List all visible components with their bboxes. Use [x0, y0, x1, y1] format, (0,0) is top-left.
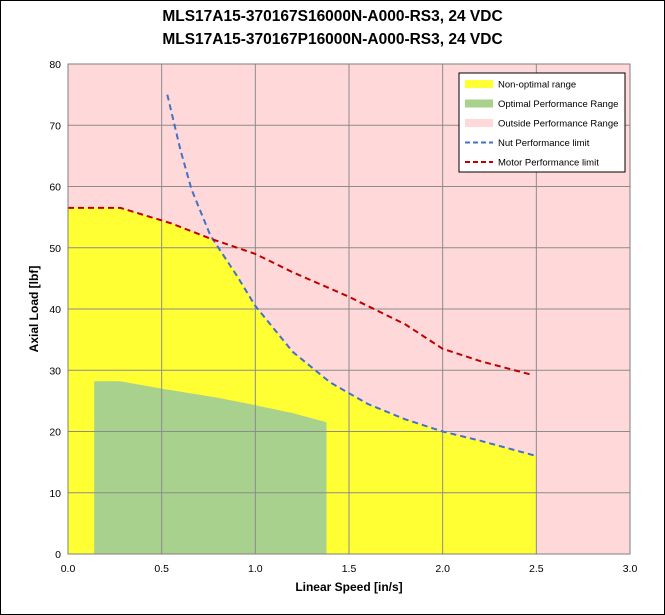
area-1	[94, 381, 327, 554]
legend-label: Nut Performance limit	[498, 138, 590, 149]
plot-border	[67, 63, 631, 555]
y-tick-label: 80	[49, 59, 61, 71]
y-tick-label: 30	[49, 365, 61, 377]
legend-swatch	[465, 99, 493, 108]
y-tick-label: 40	[49, 304, 61, 316]
legend: Non-optimal range Optimal Performance Ran…	[458, 72, 626, 173]
y-axis-label: Axial Load [lbf]	[27, 266, 41, 353]
legend-label: Outside Performance Range	[498, 119, 618, 130]
y-tick-label: 50	[49, 243, 61, 255]
y-tick-label: 0	[55, 549, 61, 561]
x-tick-label: 3.0	[623, 563, 638, 575]
x-tick-label: 1.5	[342, 563, 357, 575]
legend-swatch	[465, 119, 493, 127]
chart-subtitle: MLS17A15-370167P16000N-A000-RS3, 24 VDC	[162, 31, 503, 48]
x-tick-label: 0.0	[61, 563, 76, 575]
chart-title: MLS17A15-370167S16000N-A000-RS3, 24 VDC	[162, 8, 503, 25]
y-tick-label: 60	[49, 182, 61, 194]
line-series-0	[166, 94, 537, 457]
legend-label: Non-optimal range	[498, 80, 576, 91]
x-tick-label: 1.0	[248, 563, 263, 575]
x-tick-label: 2.0	[435, 563, 450, 575]
x-axis-label: Linear Speed [in/s]	[295, 580, 402, 594]
legend-swatch	[465, 80, 493, 88]
legend-label: Optimal Performance Range	[498, 99, 618, 110]
y-tick-label: 20	[49, 427, 61, 439]
y-tick-label: 10	[49, 488, 61, 500]
y-tick-label: 70	[49, 120, 61, 132]
x-tick-label: 2.5	[529, 563, 544, 575]
legend-label: Motor Performance limit	[498, 158, 599, 169]
x-tick-label: 0.5	[154, 563, 169, 575]
